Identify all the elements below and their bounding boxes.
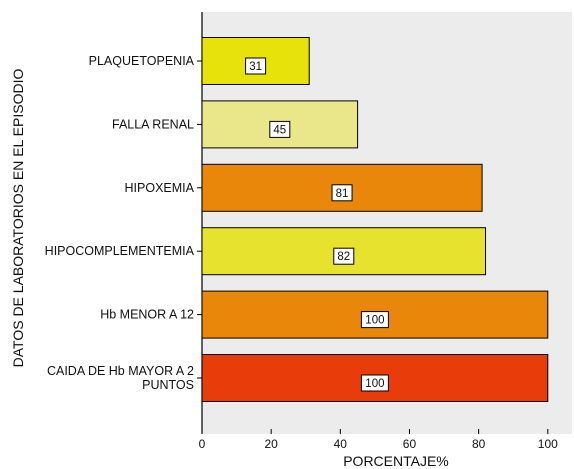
data-label-box <box>331 184 353 202</box>
y-axis-title: DATOS DE LABORATORIOS EN EL EPISODIO <box>10 69 26 368</box>
data-label-box <box>269 120 291 138</box>
bar-series: PLAQUETOPENIA 31 FALLA RENAL 45 HIPOXEMIA 81 H… <box>45 37 549 402</box>
y-tick-label: PLAQUETOPENIA <box>89 54 195 68</box>
data-label-box <box>245 57 267 75</box>
data-label: 82 <box>337 251 350 263</box>
x-axis-ticks: 0 20 40 60 80 100 <box>199 429 558 451</box>
y-tick-label: HIPOCOMPLEMENTEMIA <box>45 244 195 258</box>
x-tick-label: 60 <box>403 437 417 451</box>
y-tick-label: HIPOXEMIA <box>125 181 195 195</box>
x-tick-label: 80 <box>472 437 486 451</box>
data-label: 100 <box>365 378 384 390</box>
data-label-box <box>333 247 355 265</box>
x-tick-label: 0 <box>199 437 206 451</box>
x-tick-label: 100 <box>538 437 558 451</box>
data-label: 100 <box>365 315 384 327</box>
data-label-box <box>360 374 389 392</box>
data-label: 31 <box>249 61 262 73</box>
data-label-box <box>360 311 389 329</box>
y-tick-label: FALLA RENAL <box>112 117 194 131</box>
x-tick-label: 40 <box>334 437 348 451</box>
y-tick-label: Hb MENOR A 12 <box>100 308 194 322</box>
y-tick-label: PUNTOS <box>142 378 194 392</box>
data-label: 45 <box>273 124 286 136</box>
x-axis-title: PORCENTAJE% <box>343 453 449 469</box>
data-label: 81 <box>336 188 349 200</box>
x-tick-label: 20 <box>264 437 278 451</box>
y-tick-label: CAIDA DE Hb MAYOR A 2 <box>47 364 194 378</box>
